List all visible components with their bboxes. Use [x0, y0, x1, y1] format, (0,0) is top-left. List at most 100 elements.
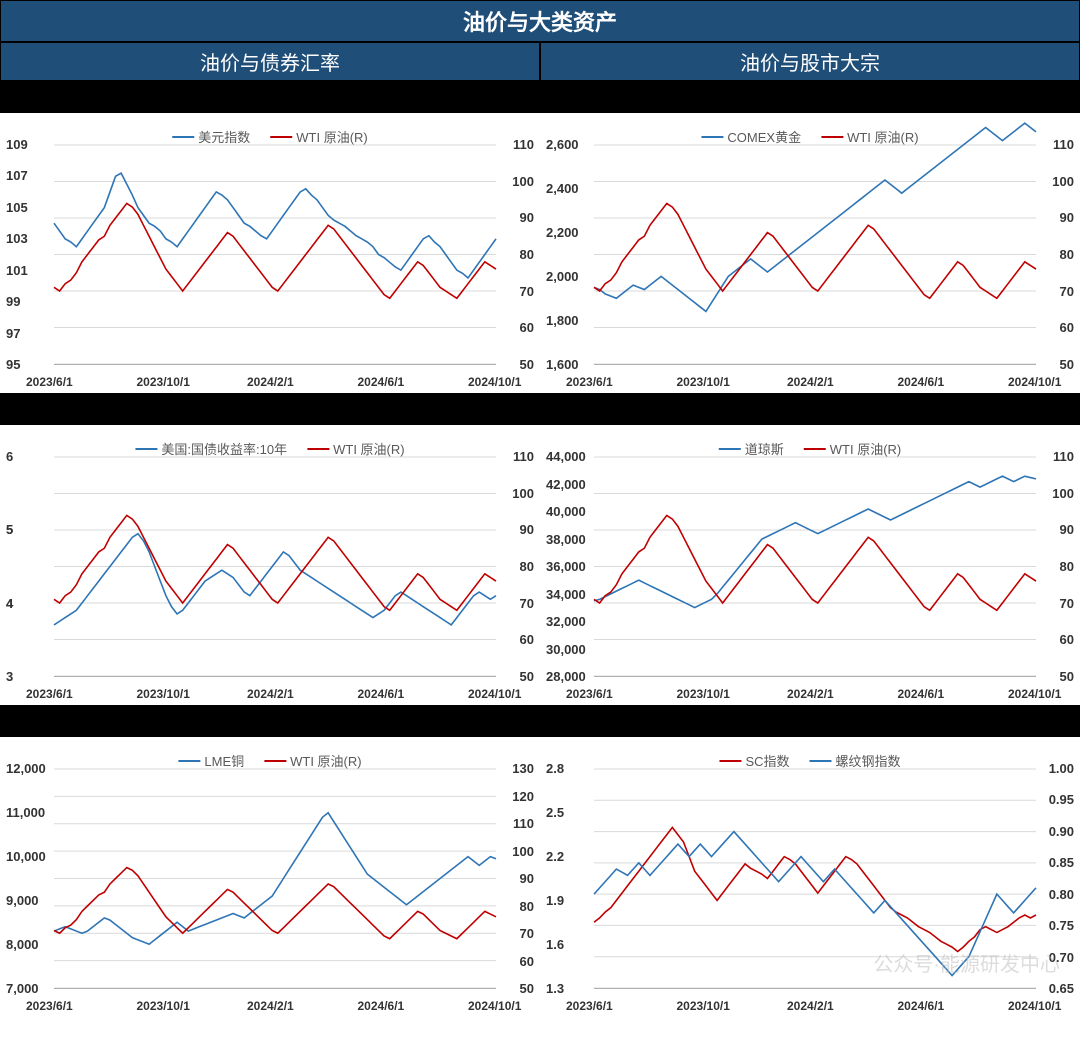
- x-tick: 2023/6/1: [26, 999, 73, 1013]
- y-right-tick: 70: [1060, 596, 1074, 611]
- chart-dji: 道琼斯 WTI 原油(R)28,00030,00032,00034,00036,…: [540, 425, 1080, 705]
- y-right-tick: 80: [520, 247, 534, 262]
- x-tick: 2024/6/1: [898, 999, 945, 1013]
- x-tick: 2024/2/1: [787, 999, 834, 1013]
- y-left-tick: 6: [6, 449, 13, 464]
- x-tick: 2024/10/1: [468, 687, 521, 701]
- y-left-tick: 1.3: [546, 981, 564, 996]
- x-tick: 2024/10/1: [468, 375, 521, 389]
- y-right-tick: 0.85: [1049, 855, 1074, 870]
- legend-item: WTI 原油(R): [264, 751, 361, 770]
- y-right-tick: 70: [520, 284, 534, 299]
- sub-title-left: 油价与债券汇率: [0, 42, 540, 81]
- y-left-tick: 8,000: [6, 937, 39, 952]
- x-tick: 2023/10/1: [137, 375, 190, 389]
- x-tick: 2024/6/1: [898, 687, 945, 701]
- y-left-tick: 12,000: [6, 761, 46, 776]
- y-left-tick: 2,200: [546, 225, 579, 240]
- y-left-tick: 97: [6, 326, 20, 341]
- x-tick: 2024/6/1: [358, 687, 405, 701]
- legend-item: 道琼斯: [719, 439, 784, 458]
- x-tick: 2023/10/1: [137, 687, 190, 701]
- x-tick: 2023/10/1: [677, 999, 730, 1013]
- y-left-tick: 44,000: [546, 449, 586, 464]
- y-right-tick: 1.00: [1049, 761, 1074, 776]
- y-right-tick: 60: [520, 954, 534, 969]
- y-right-tick: 50: [520, 357, 534, 372]
- y-right-tick: 90: [1060, 522, 1074, 537]
- y-left-tick: 11,000: [6, 805, 45, 820]
- y-right-tick: 50: [520, 981, 534, 996]
- y-left-tick: 2,400: [546, 181, 579, 196]
- y-right-tick: 100: [512, 486, 534, 501]
- black-strip-3: [0, 705, 1080, 737]
- legend-label: WTI 原油(R): [847, 127, 918, 146]
- y-left-tick: 2,000: [546, 269, 579, 284]
- x-tick: 2024/2/1: [247, 999, 294, 1013]
- y-right-tick: 90: [520, 871, 534, 886]
- y-left-tick: 3: [6, 669, 13, 684]
- x-tick: 2024/10/1: [468, 999, 521, 1013]
- y-left-tick: 2.2: [546, 849, 564, 864]
- y-right-tick: 50: [1060, 357, 1074, 372]
- legend-item: COMEX黄金: [701, 127, 801, 146]
- x-tick: 2023/6/1: [26, 687, 73, 701]
- x-tick: 2023/10/1: [677, 375, 730, 389]
- y-left-tick: 36,000: [546, 559, 586, 574]
- chart-row-1: 美元指数 WTI 原油(R)95979910110310510710950607…: [0, 113, 1080, 393]
- y-right-tick: 110: [1053, 137, 1074, 152]
- y-right-tick: 0.80: [1049, 887, 1074, 902]
- y-right-tick: 100: [512, 174, 534, 189]
- chart-line: [594, 832, 1036, 976]
- chart-line: [594, 827, 1036, 951]
- x-tick: 2024/10/1: [1008, 375, 1061, 389]
- y-right-tick: 0.95: [1049, 792, 1074, 807]
- y-left-tick: 2.5: [546, 805, 564, 820]
- main-title: 油价与大类资产: [0, 0, 1080, 42]
- y-left-tick: 4: [6, 596, 13, 611]
- y-left-tick: 32,000: [546, 614, 586, 629]
- legend-label: 螺纹钢指数: [836, 751, 901, 770]
- y-right-tick: 90: [520, 210, 534, 225]
- y-left-tick: 10,000: [6, 849, 46, 864]
- x-tick: 2024/6/1: [358, 375, 405, 389]
- y-right-tick: 60: [1060, 320, 1074, 335]
- legend-label: LME铜: [204, 751, 244, 770]
- x-tick: 2024/6/1: [898, 375, 945, 389]
- y-right-tick: 50: [1060, 669, 1074, 684]
- y-left-tick: 34,000: [546, 587, 586, 602]
- x-tick: 2023/6/1: [566, 999, 613, 1013]
- y-left-tick: 38,000: [546, 532, 586, 547]
- legend-item: 美元指数: [172, 127, 250, 146]
- y-left-tick: 1.9: [546, 893, 564, 908]
- y-right-tick: 0.65: [1049, 981, 1074, 996]
- legend-label: WTI 原油(R): [333, 439, 404, 458]
- x-tick: 2023/6/1: [26, 375, 73, 389]
- chart-line: [594, 123, 1036, 311]
- legend-label: 道琼斯: [745, 439, 784, 458]
- legend-item: 螺纹钢指数: [810, 751, 901, 770]
- black-strip-2: [0, 393, 1080, 425]
- y-left-tick: 7,000: [6, 981, 39, 996]
- chart-line: [54, 173, 496, 278]
- y-left-tick: 109: [6, 137, 28, 152]
- y-left-tick: 1.6: [546, 937, 564, 952]
- chart-lme: LME铜 WTI 原油(R) 7,000 8,000 9,000 10,000 11,00…: [0, 737, 540, 1017]
- y-right-tick: 110: [513, 137, 534, 152]
- y-left-tick: 9,000: [6, 893, 39, 908]
- legend-label: COMEX黄金: [727, 127, 801, 146]
- x-tick: 2023/10/1: [137, 999, 190, 1013]
- y-left-tick: 42,000: [546, 477, 586, 492]
- y-left-tick: 5: [6, 522, 13, 537]
- legend-label: WTI 原油(R): [296, 127, 367, 146]
- chart-row-3: LME铜 WTI 原油(R) 7,000 8,000 9,000 10,000 11,00…: [0, 737, 1080, 1017]
- legend-label: 美元指数: [198, 127, 250, 146]
- y-right-tick: 100: [512, 844, 534, 859]
- y-right-tick: 100: [1052, 486, 1074, 501]
- y-right-tick: 80: [1060, 559, 1074, 574]
- chart-ust10y: 美国:国债收益率:10年 WTI 原油(R)344556506070809010…: [0, 425, 540, 705]
- chart-gold: COMEX黄金 WTI 原油(R)1,6001,8002,0002,2002,4…: [540, 113, 1080, 393]
- x-tick: 2023/6/1: [566, 375, 613, 389]
- legend-item: SC指数: [719, 751, 789, 770]
- y-right-tick: 100: [1052, 174, 1074, 189]
